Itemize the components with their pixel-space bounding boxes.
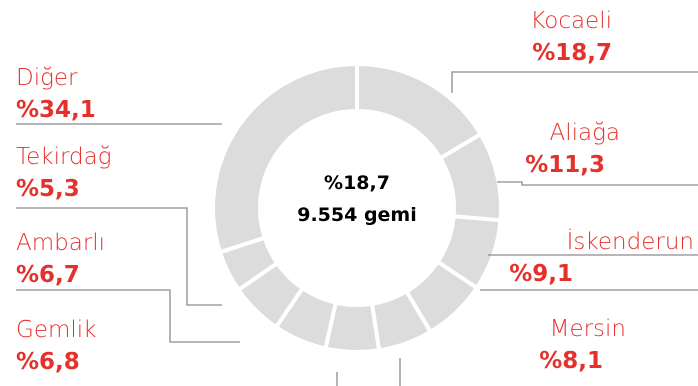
leader-kocaeli — [451, 71, 698, 93]
label-aliaga-pct: %11,3 — [525, 152, 605, 178]
label-iskenderun-name: İskenderun — [567, 228, 694, 255]
label-iskenderun-pct: %9,1 — [509, 261, 573, 287]
center-label-count: 9.554 gemi — [297, 204, 417, 226]
label-kocaeli-pct: %18,7 — [532, 40, 612, 66]
leader-ambarli — [16, 289, 240, 343]
label-tekirdag-pct: %5,3 — [16, 176, 80, 202]
center-label-percent: %18,7 — [324, 172, 390, 194]
label-aliaga-name: Aliağa — [549, 120, 620, 146]
label-diger-pct: %34,1 — [16, 97, 96, 123]
label-gemlik-pct: %6,8 — [16, 349, 80, 375]
label-mersin-name: Mersin — [550, 316, 626, 342]
donut-slice-diğer — [211, 61, 359, 255]
leader-lines — [16, 71, 698, 386]
label-tekirdag-name: Tekirdağ — [16, 144, 112, 170]
label-mersin-pct: %8,1 — [539, 348, 603, 374]
leader-tekirdag — [16, 207, 222, 306]
label-diger-name: Diğer — [16, 65, 78, 91]
label-ambarli-name: Ambarlı — [16, 230, 105, 256]
label-ambarli-pct: %6,7 — [16, 262, 80, 288]
label-kocaeli-name: Kocaeli — [530, 8, 612, 34]
donut-slices — [211, 61, 503, 354]
label-gemlik-name: Gemlik — [16, 317, 96, 343]
leader-aliaga — [497, 181, 698, 186]
